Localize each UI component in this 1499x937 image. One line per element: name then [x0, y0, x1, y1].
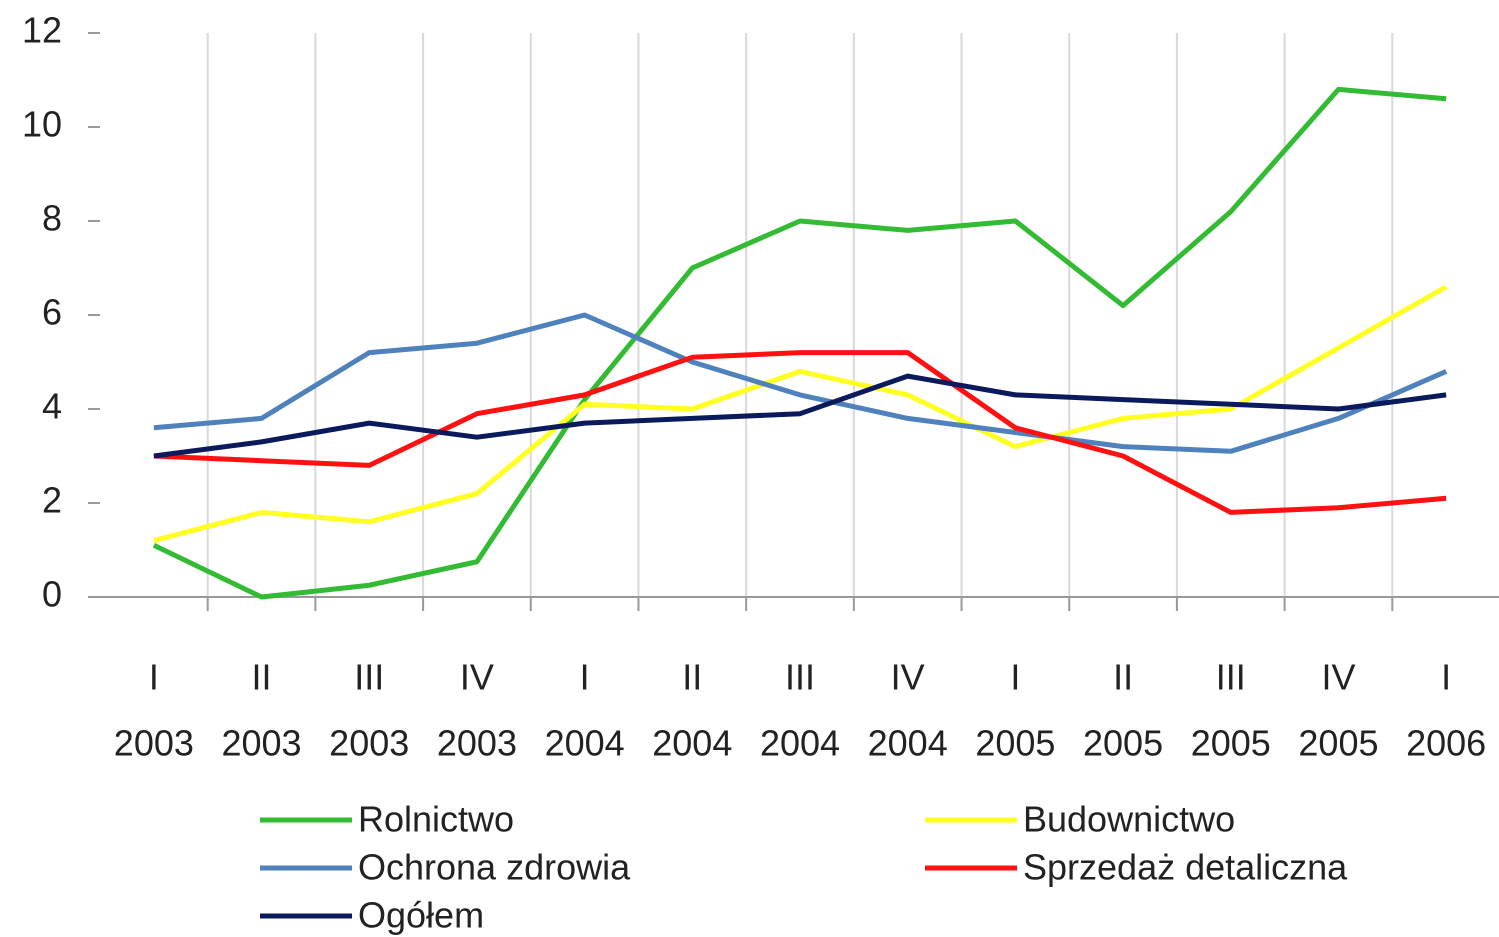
- x-tick-label: 2006: [1406, 723, 1486, 764]
- x-tick-label: IV: [891, 657, 925, 698]
- legend-label: Ogółem: [358, 895, 484, 936]
- x-tick-label: III: [354, 657, 384, 698]
- legend-label: Budownictwo: [1023, 799, 1235, 840]
- x-tick-label: I: [149, 657, 159, 698]
- x-tick-label: 2004: [545, 723, 625, 764]
- y-tick-label: 2: [42, 480, 62, 521]
- x-tick-label: 2005: [1083, 723, 1163, 764]
- x-tick-label: I: [1010, 657, 1020, 698]
- x-tick-label: IV: [1321, 657, 1355, 698]
- x-tick-label: 2003: [329, 723, 409, 764]
- series-line: [153, 284, 1448, 544]
- y-tick-label: 4: [42, 386, 62, 427]
- x-tick-label: 2004: [760, 723, 840, 764]
- y-tick-label: 8: [42, 198, 62, 239]
- y-tick-label: 0: [42, 574, 62, 615]
- x-tick-label: I: [580, 657, 590, 698]
- x-tick-label: III: [1216, 657, 1246, 698]
- x-tick-label: 2004: [868, 723, 948, 764]
- y-tick-label: 10: [22, 104, 62, 145]
- x-tick-label: II: [682, 657, 702, 698]
- x-tick-label: 2003: [114, 723, 194, 764]
- x-tick-label: II: [1113, 657, 1133, 698]
- series-line: [153, 373, 1447, 459]
- x-tick-label: I: [1441, 657, 1451, 698]
- x-tick-label: III: [785, 657, 815, 698]
- x-tick-label: II: [252, 657, 272, 698]
- legend-label: Rolnictwo: [358, 799, 514, 840]
- legend-label: Sprzedaż detaliczna: [1023, 847, 1348, 888]
- x-tick-label: 2005: [1191, 723, 1271, 764]
- y-tick-label: 6: [42, 292, 62, 333]
- series-line: [152, 86, 1447, 600]
- x-tick-label: 2005: [975, 723, 1055, 764]
- series-line: [153, 350, 1447, 515]
- x-tick-label: IV: [460, 657, 494, 698]
- y-tick-label: 12: [22, 10, 62, 51]
- series-line: [153, 312, 1448, 454]
- x-tick-label: 2003: [221, 723, 301, 764]
- x-tick-label: 2003: [437, 723, 517, 764]
- x-tick-label: 2005: [1298, 723, 1378, 764]
- x-tick-label: 2004: [652, 723, 732, 764]
- legend-label: Ochrona zdrowia: [358, 847, 631, 888]
